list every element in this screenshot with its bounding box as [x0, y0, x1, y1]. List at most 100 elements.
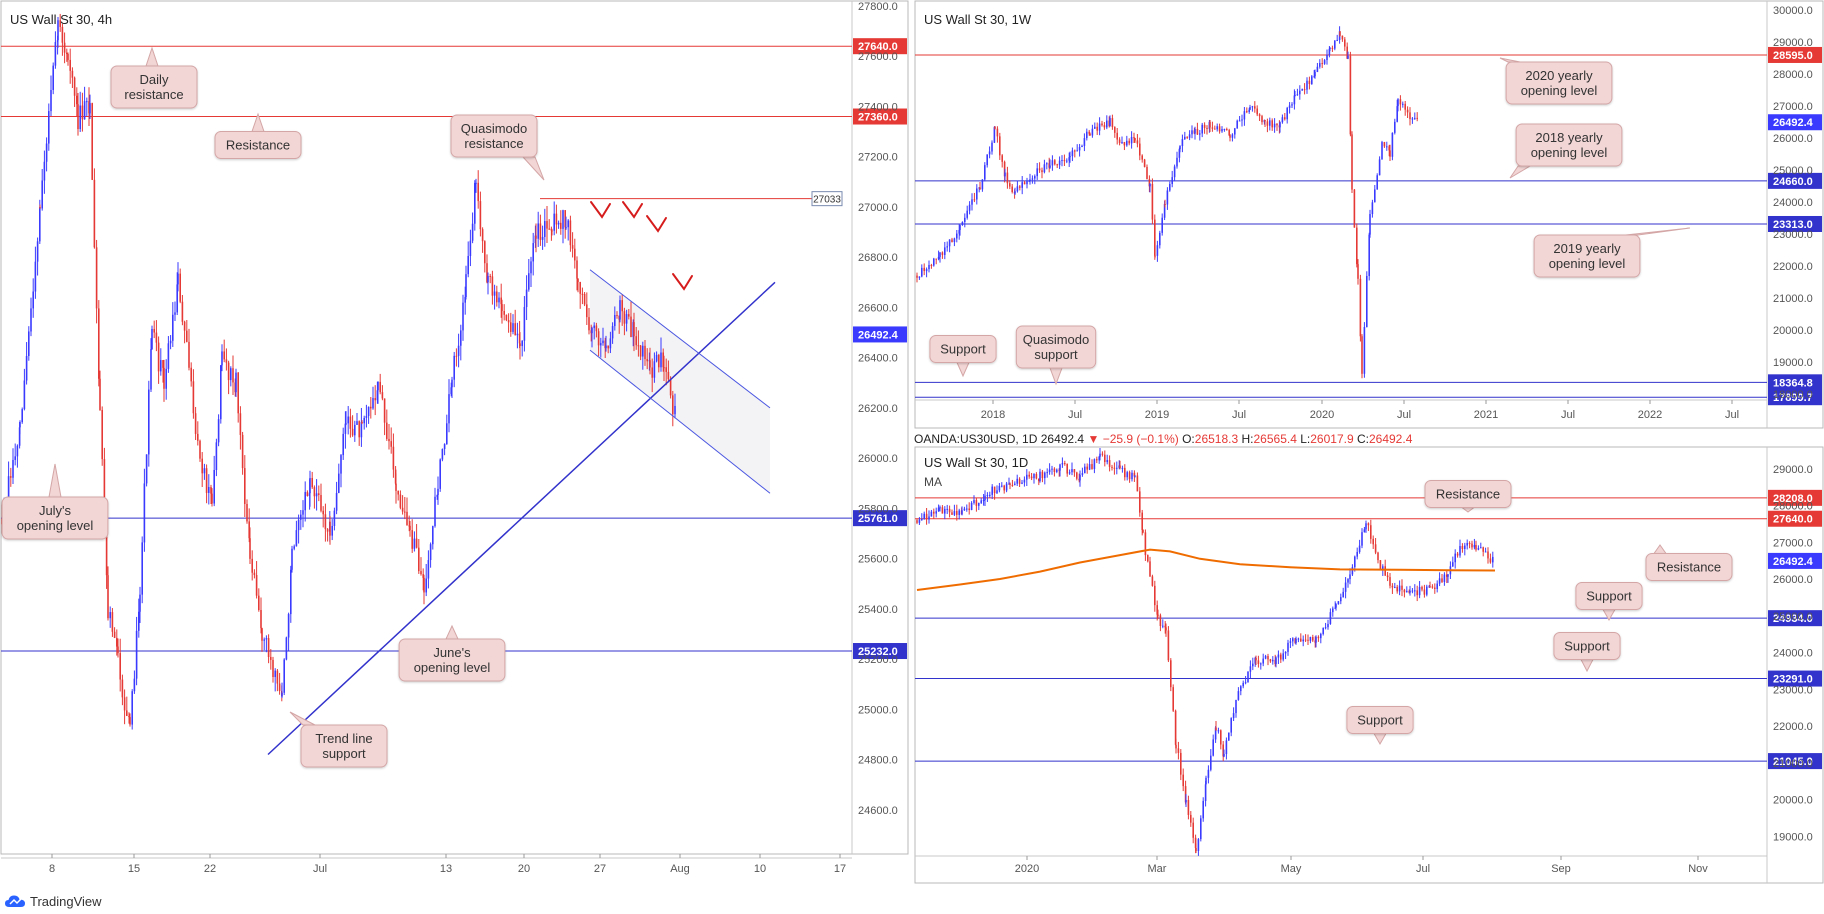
- d1-candle: [1228, 732, 1230, 741]
- w1-price-tag: [1768, 114, 1822, 131]
- d1-callout-box: [1424, 480, 1512, 508]
- d1-candle: [1240, 686, 1242, 692]
- d1-candle: [946, 508, 948, 510]
- h4-candle: [637, 345, 640, 347]
- d1-candle: [1452, 562, 1454, 567]
- h4-candle: [344, 423, 347, 434]
- h4-candle: [569, 220, 572, 246]
- d1-candle: [1327, 623, 1329, 628]
- d1-candle: [1212, 739, 1214, 756]
- h4-arrow-icon: [622, 201, 643, 219]
- h4-candle: [548, 228, 550, 230]
- h4-candle: [467, 255, 469, 275]
- d1-candle: [1165, 627, 1167, 631]
- w1-candle: [1231, 134, 1234, 138]
- h4-candle: [278, 683, 281, 691]
- h4-candle: [451, 379, 453, 388]
- d1-candle: [996, 490, 998, 494]
- h4-candle: [39, 207, 41, 209]
- h4-candle: [223, 351, 225, 360]
- d1-candle: [1257, 660, 1260, 664]
- h4-candle: [471, 223, 474, 241]
- h4-candle: [565, 227, 567, 229]
- h4-candle: [244, 468, 246, 504]
- w1-candle: [1081, 145, 1083, 148]
- d1-candle: [1091, 464, 1093, 469]
- h4-candle: [345, 423, 347, 425]
- d1-y-tick: 19000.0: [1773, 831, 1813, 843]
- h4-candle: [360, 421, 363, 438]
- h4-candle: [190, 367, 192, 382]
- w1-candle: [1261, 116, 1263, 123]
- d1-candle: [1382, 566, 1384, 570]
- w1-y-tick: 22000.0: [1773, 261, 1813, 273]
- h4-y-tick: 25000.0: [858, 704, 898, 716]
- d1-candle: [1225, 740, 1228, 755]
- d1-candle: [1471, 543, 1473, 548]
- h4-candle: [462, 302, 464, 331]
- w1-callout-text: 2018 yearly: [1535, 130, 1603, 145]
- h4-candle: [437, 488, 439, 496]
- w1-candle: [1331, 47, 1334, 49]
- d1-callout-text: Resistance: [1657, 560, 1721, 575]
- h4-candle: [157, 342, 160, 372]
- h4-candle: [10, 476, 12, 478]
- h4-candle: [377, 381, 379, 391]
- d1-callout-box: [1553, 632, 1621, 660]
- d1-candle: [925, 513, 928, 520]
- d1-candle: [1207, 769, 1210, 778]
- h4-candle: [109, 612, 111, 619]
- h4-candle: [541, 236, 544, 240]
- h4-candle: [544, 221, 546, 237]
- h4-candle: [392, 446, 395, 470]
- w1-candle: [1166, 190, 1169, 205]
- h4-y-tick: 27800.0: [858, 1, 898, 13]
- w1-candle: [1301, 89, 1303, 91]
- d1-candle: [1292, 638, 1294, 642]
- d1-candle: [1167, 630, 1170, 661]
- d1-candle: [1280, 654, 1282, 660]
- h4-candle: [347, 416, 349, 424]
- w1-candle: [1223, 129, 1226, 131]
- h4-candle: [658, 354, 660, 368]
- w1-candle: [930, 264, 933, 266]
- d1-candle: [1315, 636, 1317, 643]
- h4-candle: [208, 487, 210, 493]
- open-value: 26518.3: [1194, 432, 1239, 446]
- h4-candle: [574, 248, 576, 261]
- h4-candle: [139, 594, 141, 612]
- h4-channel-upper: [589, 269, 771, 409]
- h4-candle: [21, 409, 23, 423]
- h4-candle: [188, 341, 190, 368]
- d1-candle: [1142, 529, 1144, 533]
- h4-candle: [521, 340, 523, 347]
- d1-candle: [1194, 837, 1197, 848]
- h4-candle: [300, 514, 302, 520]
- h4-candle: [646, 359, 648, 362]
- h4-candle: [52, 65, 54, 90]
- h4-price-tag: [853, 643, 907, 660]
- tradingview-logo[interactable]: TradingView: [4, 890, 102, 912]
- w1-candle: [1184, 136, 1186, 140]
- h4-candle: [66, 52, 68, 54]
- d1-candle: [1164, 625, 1166, 628]
- h4-candle: [19, 422, 21, 428]
- h4-callout-box: [450, 114, 538, 158]
- h4-candle: [69, 59, 71, 71]
- h4-y-tick: 25600.0: [858, 554, 898, 566]
- d1-y-tick: 20000.0: [1773, 795, 1813, 807]
- w1-x-tick: 2020: [1310, 409, 1334, 421]
- d1-candle: [951, 512, 953, 515]
- w1-candle: [1389, 150, 1391, 157]
- h4-candle: [239, 413, 242, 435]
- h4-candle: [546, 221, 548, 229]
- h4-candle: [436, 495, 438, 497]
- w1-y-tick: 26000.0: [1773, 133, 1813, 145]
- h4-candle: [665, 367, 667, 372]
- last-price: 26492.4: [1040, 432, 1085, 446]
- w1-candle: [1048, 163, 1050, 168]
- h4-candle: [354, 424, 356, 436]
- h4-candle: [86, 101, 88, 103]
- h4-x-tick: 10: [754, 863, 766, 875]
